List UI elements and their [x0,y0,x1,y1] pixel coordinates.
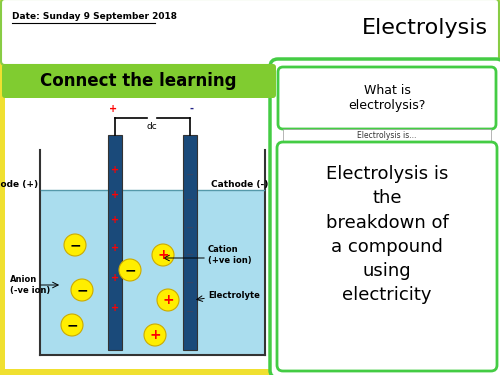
Circle shape [119,259,141,281]
Text: +: + [111,215,119,225]
Circle shape [71,279,93,301]
Text: −: − [124,263,136,277]
FancyBboxPatch shape [283,129,491,143]
Circle shape [64,234,86,256]
Text: +: + [109,104,117,114]
Text: −: − [69,238,81,252]
Text: Electrolysis is...: Electrolysis is... [358,132,416,141]
Text: −: − [186,195,194,205]
Text: What is
electrolysis?: What is electrolysis? [348,84,426,112]
Text: −: − [66,318,78,332]
Text: +: + [149,328,161,342]
Text: Connect the learning: Connect the learning [40,72,236,90]
Text: −: − [186,170,194,180]
Text: +: + [111,303,119,313]
FancyBboxPatch shape [277,142,497,371]
Text: Date: Sunday 9 September 2018: Date: Sunday 9 September 2018 [12,12,177,21]
FancyBboxPatch shape [41,190,264,354]
Text: −: − [186,307,194,317]
FancyBboxPatch shape [278,67,496,129]
Text: +: + [111,273,119,283]
FancyBboxPatch shape [1,0,499,65]
Text: +: + [157,248,169,262]
FancyBboxPatch shape [270,59,500,375]
FancyBboxPatch shape [108,135,122,350]
Text: Electrolysis: Electrolysis [362,18,488,38]
Text: −: − [186,278,194,288]
FancyBboxPatch shape [2,64,276,98]
Text: Electrolysis is
the
breakdown of
a compound
using
electricity: Electrolysis is the breakdown of a compo… [326,165,448,304]
Text: −: − [76,283,88,297]
Text: +: + [111,165,119,175]
Text: dc: dc [146,122,158,131]
Text: +: + [111,243,119,253]
Circle shape [157,289,179,311]
Circle shape [61,314,83,336]
Text: Anode (+): Anode (+) [0,180,38,189]
Text: -: - [190,104,194,114]
FancyBboxPatch shape [183,135,197,350]
Circle shape [144,324,166,346]
Text: Anion
(-ve ion): Anion (-ve ion) [10,275,50,295]
Text: −: − [186,250,194,260]
Text: +: + [162,293,174,307]
Text: Cathode (-): Cathode (-) [210,180,268,189]
Text: −: − [186,223,194,233]
Text: +: + [111,190,119,200]
Text: Electrolyte: Electrolyte [208,291,260,300]
FancyBboxPatch shape [5,67,273,369]
Circle shape [152,244,174,266]
Text: Cation
(+ve ion): Cation (+ve ion) [208,245,252,265]
